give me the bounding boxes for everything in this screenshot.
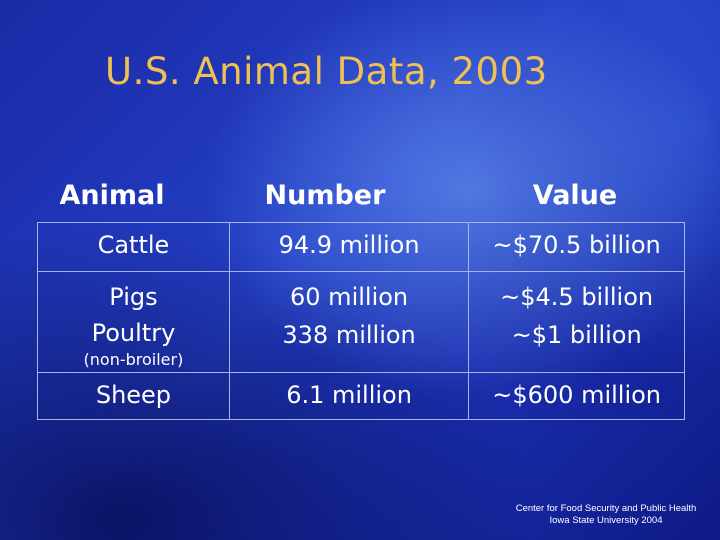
table-cell-value: ~$600 million xyxy=(468,372,685,420)
header-value: Value xyxy=(532,180,618,211)
slide-title: U.S. Animal Data, 2003 xyxy=(105,50,548,93)
table-cell-value: ~$4.5 billion ~$1 billion xyxy=(468,271,685,373)
table-row: Pigs Poultry (non-broiler) 60 million 33… xyxy=(37,271,685,373)
credit-line-2: Iowa State University 2004 xyxy=(549,515,663,526)
footer-credit: Center for Food Security and Public Heal… xyxy=(500,503,712,527)
header-animal: Animal xyxy=(59,180,165,211)
table-row: Cattle 94.9 million ~$70.5 billion xyxy=(37,222,685,272)
animal-data-table: Cattle 94.9 million ~$70.5 billion Pigs … xyxy=(37,222,685,420)
table-cell-number: 6.1 million xyxy=(228,372,470,420)
table-cell-animal: Cattle xyxy=(37,222,230,272)
header-number: Number xyxy=(264,180,386,211)
number-poultry: 338 million xyxy=(282,321,416,349)
table-cell-number: 60 million 338 million xyxy=(228,271,470,373)
credit-line-1: Center for Food Security and Public Heal… xyxy=(515,503,697,514)
table-cell-number: 94.9 million xyxy=(228,222,470,272)
value-pigs: ~$4.5 billion xyxy=(500,283,654,311)
table-cell-animal: Sheep xyxy=(37,372,230,420)
table-cell-animal: Pigs Poultry (non-broiler) xyxy=(37,271,230,373)
number-pigs: 60 million xyxy=(290,283,409,311)
value-poultry: ~$1 billion xyxy=(511,321,642,349)
animal-poultry: Poultry xyxy=(91,319,176,347)
table-cell-value: ~$70.5 billion xyxy=(468,222,685,272)
animal-pigs: Pigs xyxy=(109,283,158,311)
table-row: Sheep 6.1 million ~$600 million xyxy=(37,372,685,420)
animal-poultry-note: (non-broiler) xyxy=(83,350,184,369)
